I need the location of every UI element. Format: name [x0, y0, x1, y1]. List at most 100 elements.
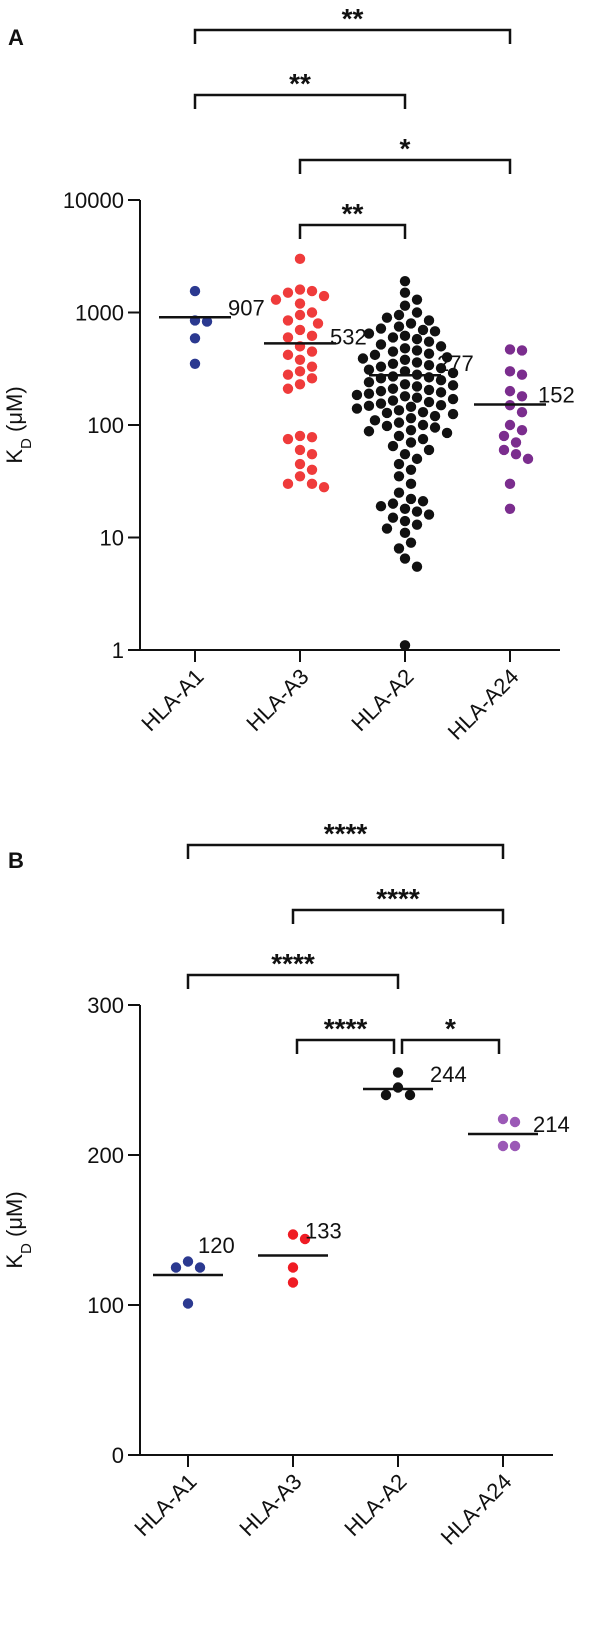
significance-label: *	[400, 133, 411, 164]
data-point	[393, 458, 405, 470]
data-point	[399, 640, 411, 651]
data-point	[306, 307, 318, 318]
data-point	[411, 561, 423, 572]
data-point	[435, 387, 447, 398]
data-point	[411, 333, 423, 345]
data-point	[363, 400, 375, 412]
data-point	[405, 493, 417, 505]
data-point	[417, 406, 429, 418]
data-point	[375, 323, 387, 334]
data-point	[411, 357, 423, 368]
data-point	[417, 433, 429, 445]
data-point	[387, 371, 399, 382]
data-point	[423, 444, 435, 456]
x-tick-label: HLA-A24	[443, 664, 524, 745]
data-point	[516, 424, 528, 436]
data-point	[306, 285, 318, 297]
x-tick-label: HLA-A2	[339, 1469, 411, 1541]
data-point	[497, 1140, 509, 1152]
data-point	[435, 375, 447, 386]
data-point	[411, 294, 423, 305]
data-point	[387, 498, 399, 509]
data-point	[351, 403, 363, 414]
data-point	[282, 478, 294, 490]
median-label: 152	[538, 383, 575, 408]
data-point	[387, 440, 399, 452]
significance-label: ****	[376, 883, 420, 914]
data-point	[393, 543, 405, 554]
panel-label: B	[8, 848, 24, 873]
data-point	[423, 384, 435, 396]
data-point	[312, 318, 324, 329]
data-point	[399, 330, 411, 342]
data-point	[522, 453, 534, 465]
data-point	[306, 478, 318, 490]
data-point	[282, 287, 294, 298]
bracket	[186, 843, 505, 859]
data-point	[393, 321, 405, 332]
bracket	[193, 93, 407, 109]
data-point	[375, 398, 387, 409]
significance-label: **	[289, 68, 311, 99]
y-axis-label: KD (μM)	[2, 386, 35, 463]
data-point	[447, 408, 459, 420]
data-point	[299, 1233, 311, 1245]
data-point	[435, 399, 447, 411]
data-point	[318, 481, 330, 493]
data-point	[399, 354, 411, 365]
data-point	[387, 332, 399, 343]
panel-label: A	[8, 25, 24, 50]
data-point	[363, 377, 375, 388]
data-point	[393, 471, 405, 482]
data-point	[306, 330, 318, 342]
data-point	[182, 1298, 194, 1309]
data-point	[380, 1089, 392, 1101]
data-point	[504, 366, 516, 377]
x-tick-label: HLA-A24	[436, 1469, 517, 1550]
data-point	[306, 361, 318, 372]
y-tick-label: 10	[100, 526, 124, 551]
data-point	[441, 427, 453, 439]
data-point	[504, 385, 516, 397]
data-point	[282, 369, 294, 380]
data-point	[387, 383, 399, 394]
data-point	[417, 496, 429, 507]
data-point	[447, 367, 459, 379]
data-point	[399, 275, 411, 287]
panel-1: B 0 100 200 300 KD (μM) HLA-A1 HLA-A3 HLA-A2 HLA-…	[2, 818, 570, 1550]
significance-label: *	[445, 1013, 456, 1044]
median-label: 907	[228, 295, 265, 320]
x-tick-label: HLA-A3	[234, 1469, 306, 1541]
y-label-part: D	[18, 438, 35, 449]
data-point	[294, 298, 306, 309]
data-point	[294, 458, 306, 470]
data-point	[189, 285, 201, 297]
data-point	[405, 412, 417, 424]
data-point	[282, 315, 294, 326]
data-point	[399, 300, 411, 311]
panel-0: A 1 10 100 1000 10000 KD (μM) HLA-A1 HLA-A3 HLA-A…	[2, 3, 575, 745]
median-label: 277	[437, 351, 474, 376]
significance-label: **	[342, 3, 364, 34]
x-tick-label: HLA-A1	[136, 664, 208, 736]
bracket	[186, 973, 400, 989]
data-point	[423, 396, 435, 408]
data-point	[405, 478, 417, 490]
bracket	[298, 158, 512, 174]
significance-label: **	[342, 198, 364, 229]
data-point	[393, 430, 405, 442]
data-point	[423, 360, 435, 371]
bracket	[193, 28, 512, 44]
data-point	[189, 333, 201, 344]
data-point	[497, 1113, 509, 1125]
data-point	[375, 339, 387, 350]
data-point	[399, 503, 411, 514]
bracket	[295, 1038, 396, 1054]
data-point	[429, 422, 441, 433]
data-point	[306, 449, 318, 460]
data-point	[375, 385, 387, 397]
median-label: 532	[330, 324, 367, 349]
data-point	[405, 401, 417, 413]
data-point	[399, 287, 411, 298]
data-point	[381, 420, 393, 432]
